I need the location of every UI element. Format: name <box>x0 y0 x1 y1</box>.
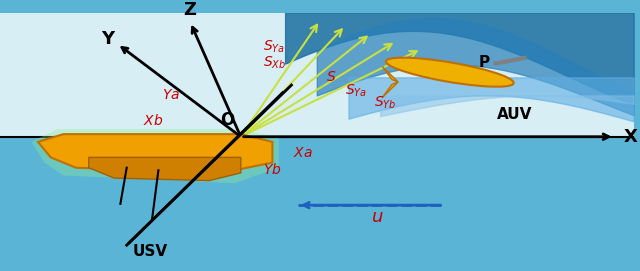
Text: $u$: $u$ <box>371 208 383 226</box>
Text: $Ya$: $Ya$ <box>161 88 180 102</box>
Text: $Xb$: $Xb$ <box>143 113 163 128</box>
Text: Z: Z <box>184 1 196 19</box>
Text: $S_{Xb}$: $S_{Xb}$ <box>263 55 286 72</box>
Text: $S_{Yb}$: $S_{Yb}$ <box>374 95 396 111</box>
Polygon shape <box>38 134 273 173</box>
Polygon shape <box>0 137 634 271</box>
Text: $Yb$: $Yb$ <box>263 162 282 177</box>
Text: $S_{Ya}$: $S_{Ya}$ <box>263 38 285 55</box>
Text: Y: Y <box>101 30 115 48</box>
Text: $Xa$: $Xa$ <box>292 146 312 160</box>
Polygon shape <box>382 66 398 82</box>
Text: $S$: $S$ <box>326 70 337 84</box>
Ellipse shape <box>386 58 514 87</box>
Text: USV: USV <box>133 244 168 259</box>
Text: P: P <box>478 55 490 70</box>
Polygon shape <box>89 157 241 181</box>
Text: AUV: AUV <box>497 107 532 122</box>
Text: X: X <box>624 128 638 146</box>
Polygon shape <box>31 129 279 183</box>
Polygon shape <box>0 13 634 137</box>
Text: O: O <box>220 111 234 129</box>
Polygon shape <box>382 82 398 98</box>
Text: $S_{Ya}$: $S_{Ya}$ <box>346 82 367 99</box>
